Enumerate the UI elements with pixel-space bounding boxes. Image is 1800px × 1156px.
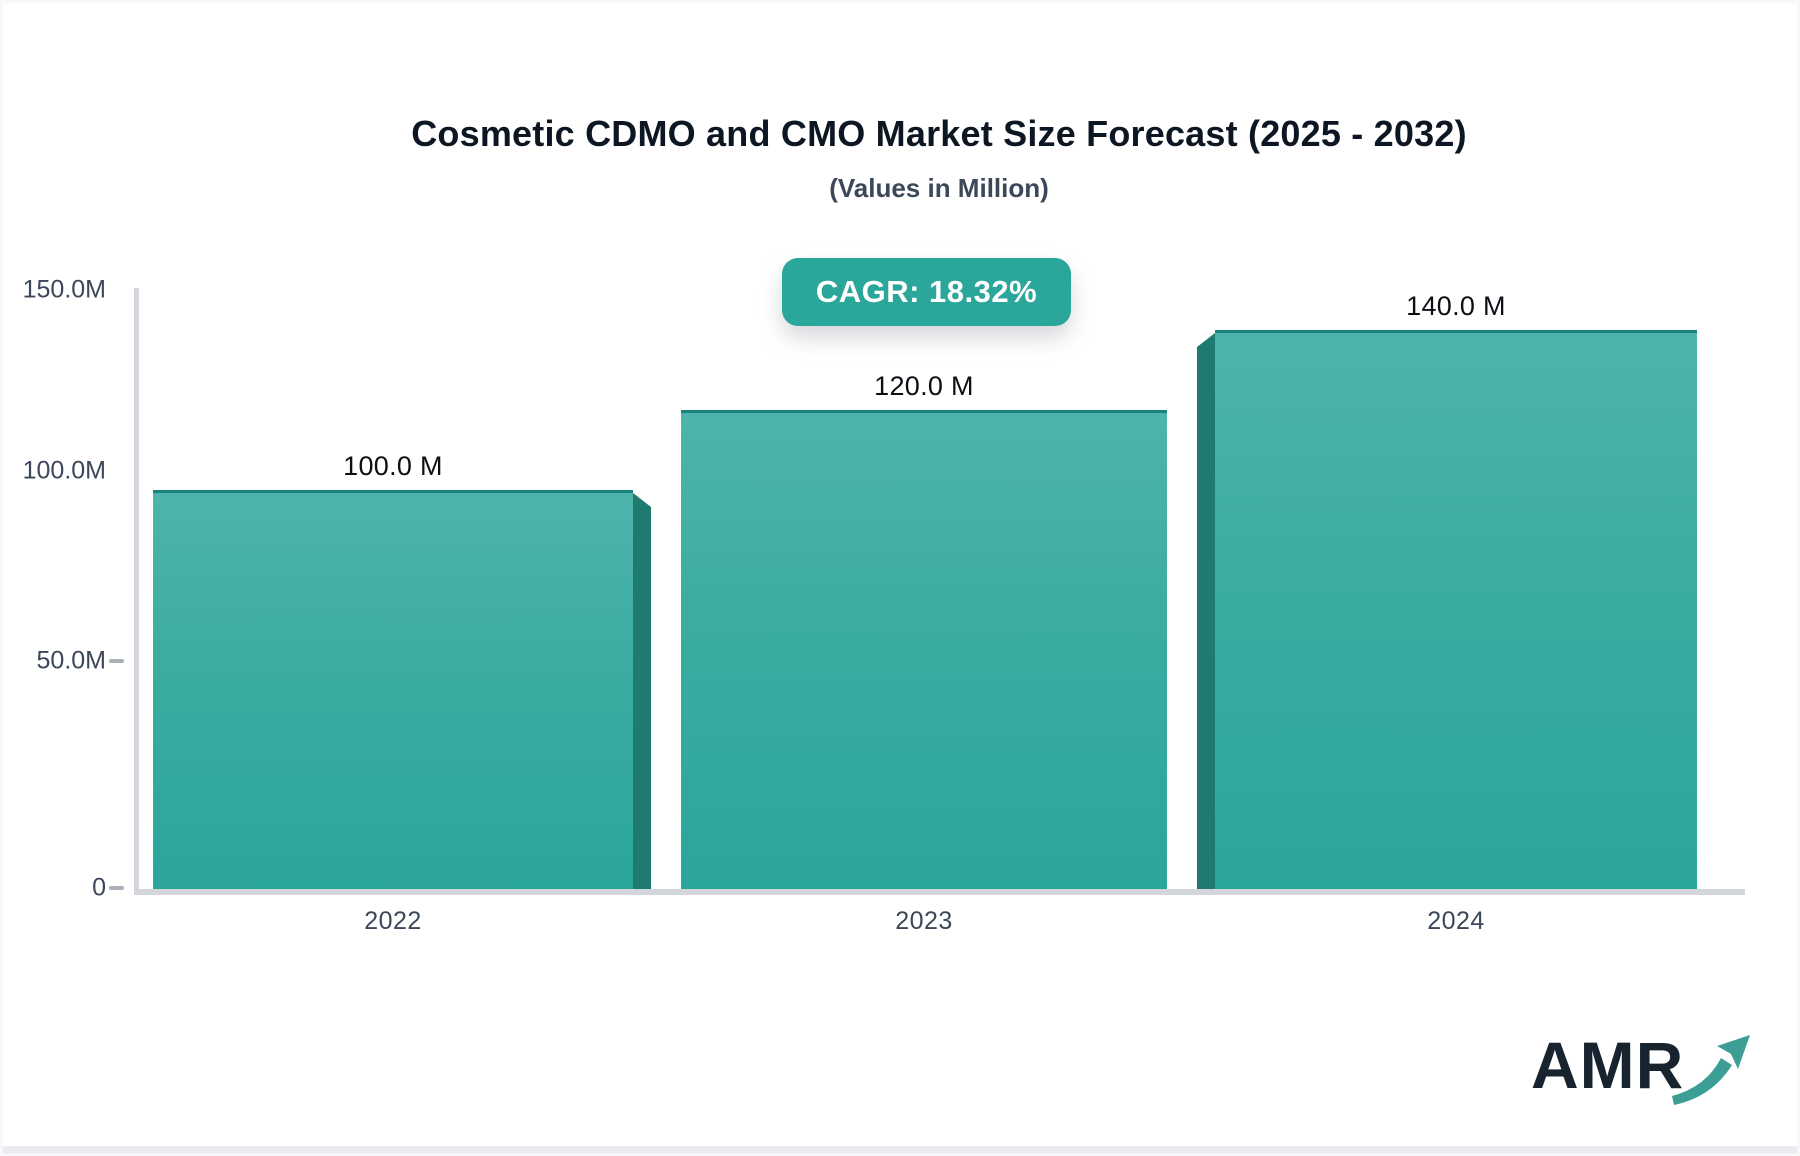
bar-value-label: 140.0 M — [1406, 291, 1506, 321]
growth-arrow-icon — [1672, 1035, 1751, 1105]
bar-2023 — [681, 410, 1167, 889]
y-axis-line — [134, 288, 139, 892]
bottom-frame-strip — [3, 1146, 1797, 1153]
bar-2024 — [1215, 330, 1697, 889]
x-axis-label: 2023 — [895, 907, 953, 935]
bar-3d-side-2024 — [1197, 333, 1215, 889]
amr-logo: AMR — [1531, 1029, 1758, 1111]
bar-2022 — [153, 490, 633, 889]
y-axis-tick — [109, 886, 124, 890]
y-axis-label: 150.0M — [22, 275, 106, 304]
x-axis-label: 2022 — [364, 907, 422, 935]
x-axis-label: 2024 — [1427, 907, 1485, 935]
bar-value-label: 120.0 M — [874, 371, 974, 401]
bar-3d-side-2022 — [633, 493, 651, 889]
y-axis-label: 50.0M — [36, 646, 106, 675]
y-axis-label: 100.0M — [22, 456, 106, 485]
y-axis-tick — [109, 659, 124, 663]
chart-title: Cosmetic CDMO and CMO Market Size Foreca… — [411, 113, 1467, 154]
chart-subtitle: (Values in Million) — [829, 173, 1049, 203]
y-axis-label: 0 — [92, 873, 106, 902]
cagr-badge: CAGR: 18.32% — [782, 258, 1071, 326]
x-axis-line — [134, 889, 1745, 895]
bar-value-label: 100.0 M — [343, 451, 443, 481]
cagr-badge-label: CAGR: 18.32% — [815, 274, 1038, 309]
amr-logo-text: AMR — [1531, 1028, 1685, 1102]
